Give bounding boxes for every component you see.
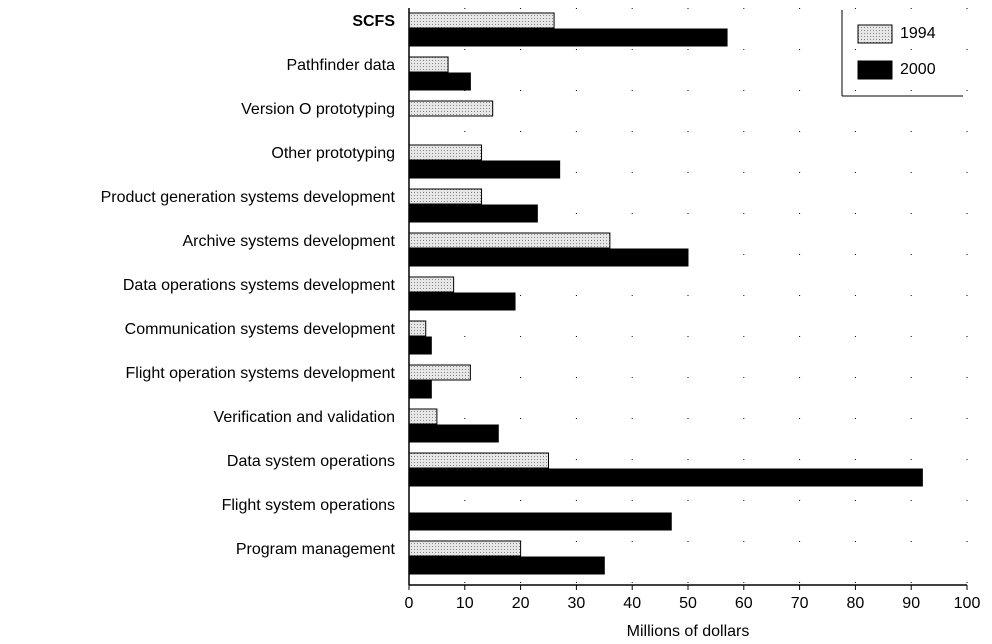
bar	[408, 28, 728, 47]
bar	[408, 540, 522, 557]
x-tick-label: 0	[405, 595, 414, 612]
bar	[408, 364, 471, 381]
x-tick-label: 20	[512, 595, 530, 612]
bar	[408, 452, 549, 469]
x-tick-label: 80	[847, 595, 865, 612]
bar	[408, 204, 538, 223]
x-tick-label: 90	[902, 595, 920, 612]
y-tick-label: SCFS	[352, 13, 395, 30]
legend-label: 1994	[900, 25, 936, 42]
x-tick-label: 30	[568, 595, 586, 612]
y-tick-label: Verification and validation	[214, 409, 395, 426]
y-tick-label: Data operations systems development	[123, 277, 396, 294]
bar	[408, 100, 494, 117]
bar	[408, 56, 449, 73]
y-tick-label: Program management	[236, 541, 396, 558]
bar	[408, 320, 427, 337]
y-tick-label: Data system operations	[227, 453, 395, 470]
bar	[408, 276, 455, 293]
y-tick-label: Archive systems development	[182, 233, 395, 250]
y-tick-label: Pathfinder data	[286, 57, 395, 74]
bar	[408, 12, 555, 29]
legend-label: 2000	[900, 61, 936, 78]
x-tick-label: 60	[735, 595, 753, 612]
bar	[408, 424, 499, 443]
x-tick-label: 50	[679, 595, 697, 612]
y-tick-label: Flight operation systems development	[126, 365, 396, 382]
y-tick-label: Other prototyping	[271, 145, 395, 162]
bar	[408, 72, 471, 91]
x-tick-label: 100	[954, 595, 981, 612]
x-tick-label: 40	[623, 595, 641, 612]
bar	[408, 408, 438, 425]
bar	[408, 144, 483, 161]
y-tick-label: Flight system operations	[222, 497, 395, 514]
bar	[408, 468, 923, 487]
bar	[408, 160, 561, 179]
bar	[408, 188, 483, 205]
bar	[408, 556, 605, 575]
y-tick-label: Version O prototyping	[241, 101, 395, 118]
legend-swatch	[857, 24, 893, 44]
y-tick-label: Communication systems development	[125, 321, 396, 338]
x-axis-title: Millions of dollars	[627, 623, 750, 640]
bar	[408, 232, 611, 249]
x-tick-label: 70	[791, 595, 809, 612]
legend-swatch	[857, 60, 893, 80]
bar	[408, 248, 689, 267]
bar	[408, 292, 516, 311]
y-tick-label: Product generation systems development	[101, 189, 396, 206]
bar	[408, 336, 432, 355]
x-tick-label: 10	[456, 595, 474, 612]
bar	[408, 512, 672, 531]
bar	[408, 380, 432, 399]
